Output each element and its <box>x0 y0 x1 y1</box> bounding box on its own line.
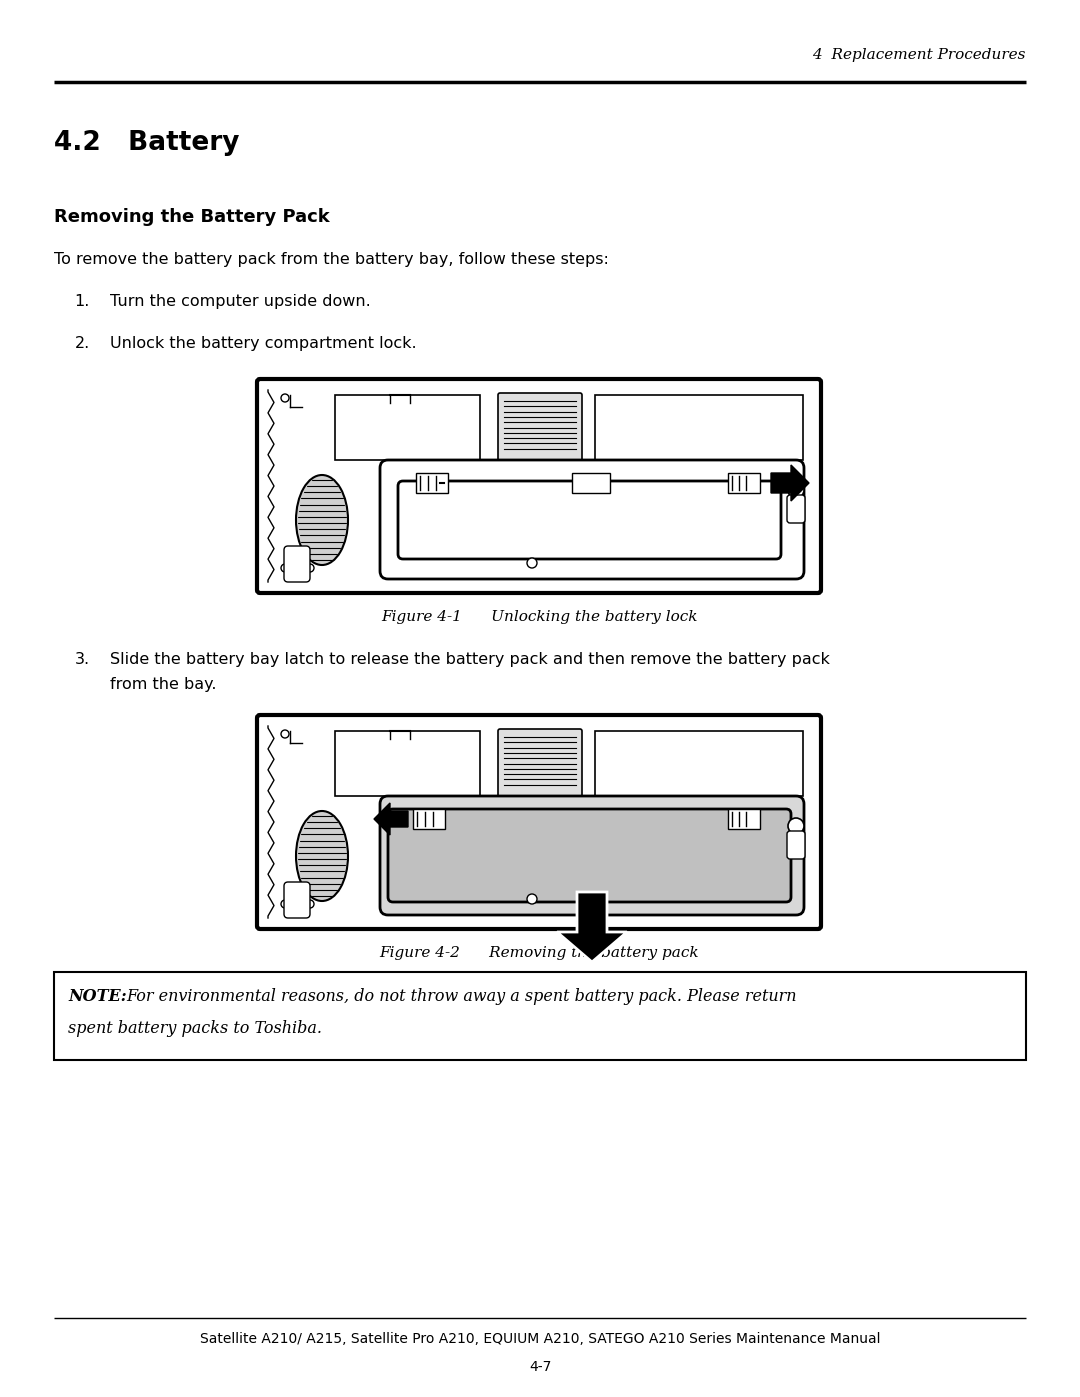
Bar <box>335 731 480 796</box>
FancyBboxPatch shape <box>284 546 310 583</box>
FancyBboxPatch shape <box>380 796 804 915</box>
Circle shape <box>788 819 804 834</box>
Text: 4  Replacement Procedures: 4 Replacement Procedures <box>812 47 1026 61</box>
Polygon shape <box>374 803 408 835</box>
Bar <box>335 395 480 460</box>
FancyBboxPatch shape <box>257 379 821 592</box>
Text: Removing the Battery Pack: Removing the Battery Pack <box>54 208 329 226</box>
Circle shape <box>306 900 314 908</box>
Text: 2.: 2. <box>75 337 90 351</box>
Ellipse shape <box>296 812 348 901</box>
Circle shape <box>281 564 289 571</box>
Bar <box>728 474 760 493</box>
Text: from the bay.: from the bay. <box>110 678 216 692</box>
Circle shape <box>281 900 289 908</box>
Text: 1.: 1. <box>75 293 90 309</box>
Text: Unlock the battery compartment lock.: Unlock the battery compartment lock. <box>110 337 417 351</box>
Text: Satellite A210/ A215, Satellite Pro A210, EQUIUM A210, SATEGO A210 Series Mainte: Satellite A210/ A215, Satellite Pro A210… <box>200 1331 880 1345</box>
Text: 3.: 3. <box>75 652 90 666</box>
Text: Figure 4-1      Unlocking the battery lock: Figure 4-1 Unlocking the battery lock <box>381 610 698 624</box>
Bar <box>413 809 445 828</box>
Text: For environmental reasons, do not throw away a spent battery pack. Please return: For environmental reasons, do not throw … <box>126 988 797 1004</box>
Circle shape <box>281 394 289 402</box>
Polygon shape <box>557 893 627 963</box>
Bar <box>54 972 1026 1060</box>
FancyBboxPatch shape <box>787 495 805 522</box>
FancyBboxPatch shape <box>388 809 791 902</box>
Text: 4-7: 4-7 <box>529 1361 551 1375</box>
FancyBboxPatch shape <box>787 831 805 859</box>
Text: NOTE:: NOTE: <box>68 988 126 1004</box>
Ellipse shape <box>296 475 348 564</box>
Circle shape <box>527 894 537 904</box>
FancyBboxPatch shape <box>257 715 821 929</box>
Text: Figure 4-2      Removing the battery pack: Figure 4-2 Removing the battery pack <box>379 946 699 960</box>
FancyBboxPatch shape <box>498 729 582 798</box>
Text: 4.2   Battery: 4.2 Battery <box>54 130 240 156</box>
Bar <box>416 474 448 493</box>
Polygon shape <box>771 465 809 502</box>
FancyBboxPatch shape <box>284 882 310 918</box>
Circle shape <box>306 564 314 571</box>
FancyBboxPatch shape <box>380 460 804 578</box>
Bar <box>595 731 804 796</box>
Text: Slide the battery bay latch to release the battery pack and then remove the batt: Slide the battery bay latch to release t… <box>110 652 829 666</box>
Circle shape <box>281 731 289 738</box>
Bar <box>572 474 610 493</box>
Circle shape <box>527 557 537 569</box>
Circle shape <box>788 482 804 497</box>
Text: To remove the battery pack from the battery bay, follow these steps:: To remove the battery pack from the batt… <box>54 251 609 267</box>
Bar <box>595 395 804 460</box>
FancyBboxPatch shape <box>498 393 582 462</box>
Bar <box>728 809 760 828</box>
Text: spent battery packs to Toshiba.: spent battery packs to Toshiba. <box>68 1020 322 1037</box>
FancyBboxPatch shape <box>399 481 781 559</box>
Text: Turn the computer upside down.: Turn the computer upside down. <box>110 293 370 309</box>
